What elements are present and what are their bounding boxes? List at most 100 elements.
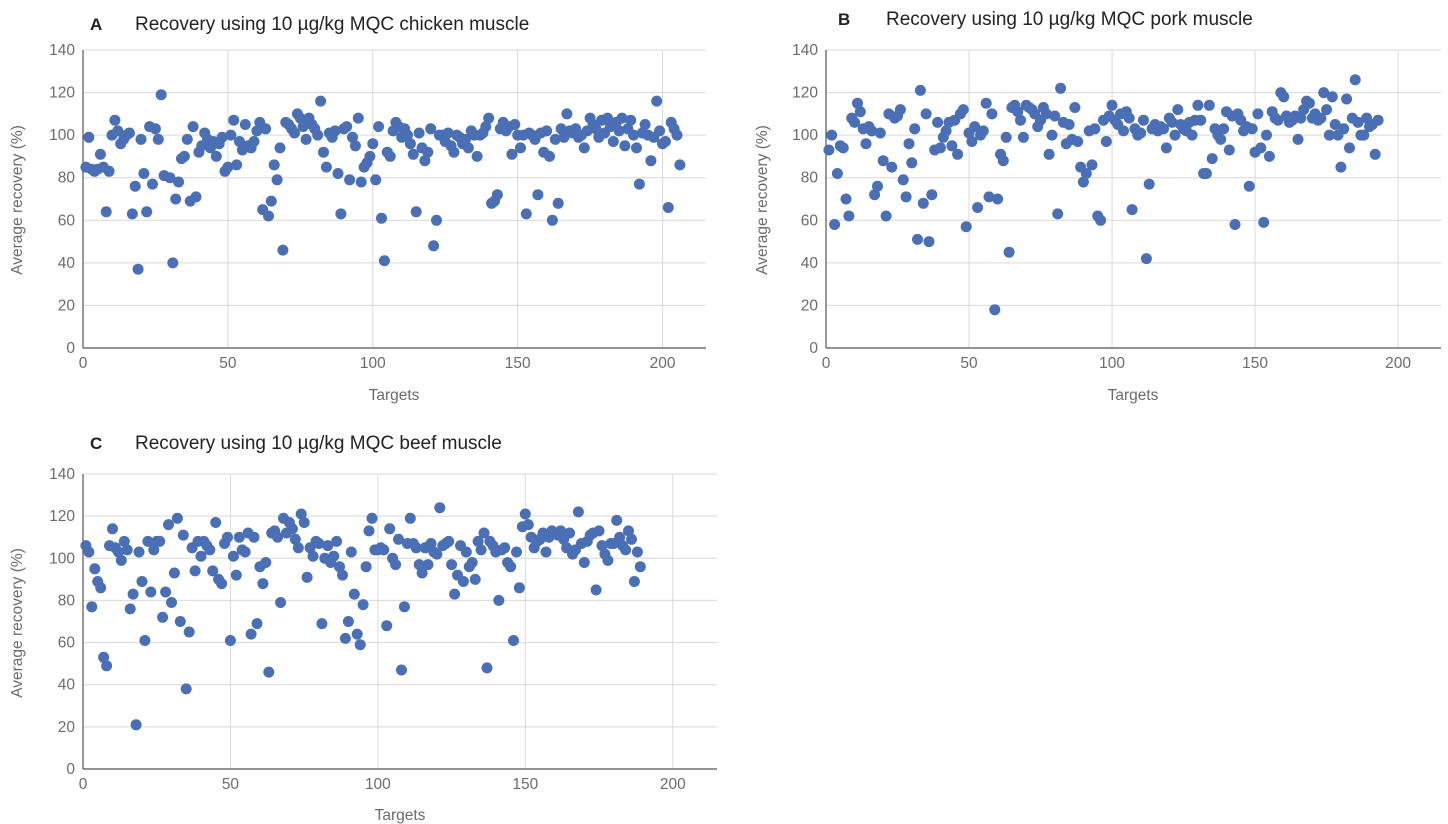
panel-a-data-point <box>506 148 518 160</box>
panel-c-data-point <box>363 525 375 537</box>
panel-b-data-point <box>840 193 852 205</box>
panel-c-data-point <box>334 561 345 573</box>
panel-a-data-point <box>260 123 272 135</box>
panel-a-data-point <box>552 197 564 209</box>
panel-c-data-point <box>289 533 301 545</box>
panel-b-data-point <box>997 155 1009 167</box>
panel-c-data-point <box>224 635 236 646</box>
panel-b-ytick-140: 140 <box>792 42 818 59</box>
panel-b-data-point <box>972 202 984 213</box>
panel-a-data-point <box>181 133 193 145</box>
panel-b-data-point <box>1160 142 1172 154</box>
panel-b-data-point <box>1200 168 1212 179</box>
panel-a-data-point <box>268 159 280 171</box>
panel-a-data-point <box>112 125 124 137</box>
panel-b-data-point <box>1123 112 1135 124</box>
panel-c-data-point <box>95 582 107 594</box>
panel-a-data-point <box>671 129 683 141</box>
panel-c-data-point <box>136 576 148 587</box>
panel-c-data-point <box>210 517 222 528</box>
panel-c-title: Recovery using 10 µg/kg MQC beef muscle <box>135 433 502 454</box>
panel-a-data-point <box>471 150 483 162</box>
panel-a-data-point <box>294 112 306 124</box>
panel-a-data-point <box>138 168 150 179</box>
panel-b-data-point <box>980 97 992 109</box>
panel-b-data-point <box>1255 142 1267 154</box>
panel-c-ytick-100: 100 <box>49 550 75 567</box>
panel-c-data-point <box>295 508 307 520</box>
panel-c-data-point <box>83 546 95 558</box>
panel-c-data-point <box>177 529 189 541</box>
panel-b-data-point <box>926 189 938 201</box>
panel-a-ytick-60: 60 <box>58 212 76 229</box>
panel-a-data-point <box>541 125 553 137</box>
panel-a-ytick-140: 140 <box>49 42 75 59</box>
panel-b-data-point <box>1318 87 1330 99</box>
panel-a-data-point <box>94 148 106 160</box>
panel-a-data-point <box>431 214 442 226</box>
panel-c-data-point <box>446 559 458 571</box>
panel-c-ytick-80: 80 <box>58 592 76 609</box>
panel-a-data-point <box>170 193 182 205</box>
panel-a-data-point <box>141 206 153 218</box>
panel-a-data-point <box>332 168 344 179</box>
panel-b-data-point <box>897 174 909 186</box>
panel-b-data-point <box>880 210 892 222</box>
panel-a-data-point <box>164 172 176 184</box>
panel-c-data-point <box>623 525 634 537</box>
panel-a-data-point <box>103 165 115 177</box>
panel-a-data-point <box>555 123 567 135</box>
panel-c-data-point <box>460 546 472 558</box>
panel-b-data-point <box>1372 114 1384 126</box>
panel-c-data-point <box>301 571 313 583</box>
panel-a-data-point <box>335 208 347 220</box>
panel-c-data-point <box>384 523 396 535</box>
panel-a-data-point <box>271 174 283 186</box>
panel-a-data-point <box>231 159 243 171</box>
panel-b-data-point <box>983 191 995 203</box>
panel-c-data-point <box>513 582 525 594</box>
panel-c-data-point <box>98 651 110 663</box>
panel-a-data-point <box>239 119 251 130</box>
panel-a-data-point <box>297 121 309 133</box>
panel-a-data-point <box>373 121 385 133</box>
panel-a-data-point <box>263 210 274 222</box>
panel-c-data-point <box>222 531 233 543</box>
panel-a-title: Recovery using 10 µg/kg MQC chicken musc… <box>135 14 529 35</box>
panel-b-xlabel: Targets <box>1108 387 1159 404</box>
panel-b-data-point <box>1321 104 1333 116</box>
panel-b-data-point <box>1329 119 1341 130</box>
panel-b-data-point <box>1278 91 1290 103</box>
panel-c-data-point <box>481 662 493 674</box>
panel-c-data-point <box>590 584 602 596</box>
panel-a-data-point <box>352 112 364 124</box>
panel-c-data-point <box>348 588 360 600</box>
panel-b-data-point <box>1040 108 1052 120</box>
panel-c-data-point <box>160 586 172 598</box>
panel-b-title: Recovery using 10 µg/kg MQC pork muscle <box>886 9 1253 30</box>
panel-a-data-point <box>520 208 532 220</box>
panel-a-data-point <box>410 206 422 218</box>
panel-b-data-point <box>1192 99 1204 111</box>
panel-b-data-point <box>1349 74 1361 86</box>
panel-c-data-point <box>101 660 113 672</box>
panel-a-data-point <box>532 189 544 201</box>
panel-c-data-point <box>519 508 531 520</box>
panel-a-data-point <box>425 123 437 135</box>
panel-b-data-point <box>869 189 881 201</box>
panel-c-data-point <box>142 535 154 547</box>
panel-b-data-point <box>1344 142 1355 154</box>
panel-a-data-point <box>628 129 640 141</box>
panel-b-data-point <box>1012 106 1024 118</box>
panel-b-data-point <box>1292 133 1304 145</box>
panel-c-plot: 0 20 40 60 80 100 120 140 0 50 100 150 200 <box>49 466 717 793</box>
panel-a-data-point <box>347 131 358 143</box>
panel-b-ytick-100: 100 <box>792 127 818 144</box>
panel-c-xtick-50: 50 <box>222 776 240 793</box>
panel-c-data-point <box>115 554 127 566</box>
panel-a-data-point <box>428 240 440 252</box>
panel-c-data-point <box>478 527 490 539</box>
panel-b-data-point <box>952 148 964 160</box>
panel-c-data-point <box>298 517 310 528</box>
